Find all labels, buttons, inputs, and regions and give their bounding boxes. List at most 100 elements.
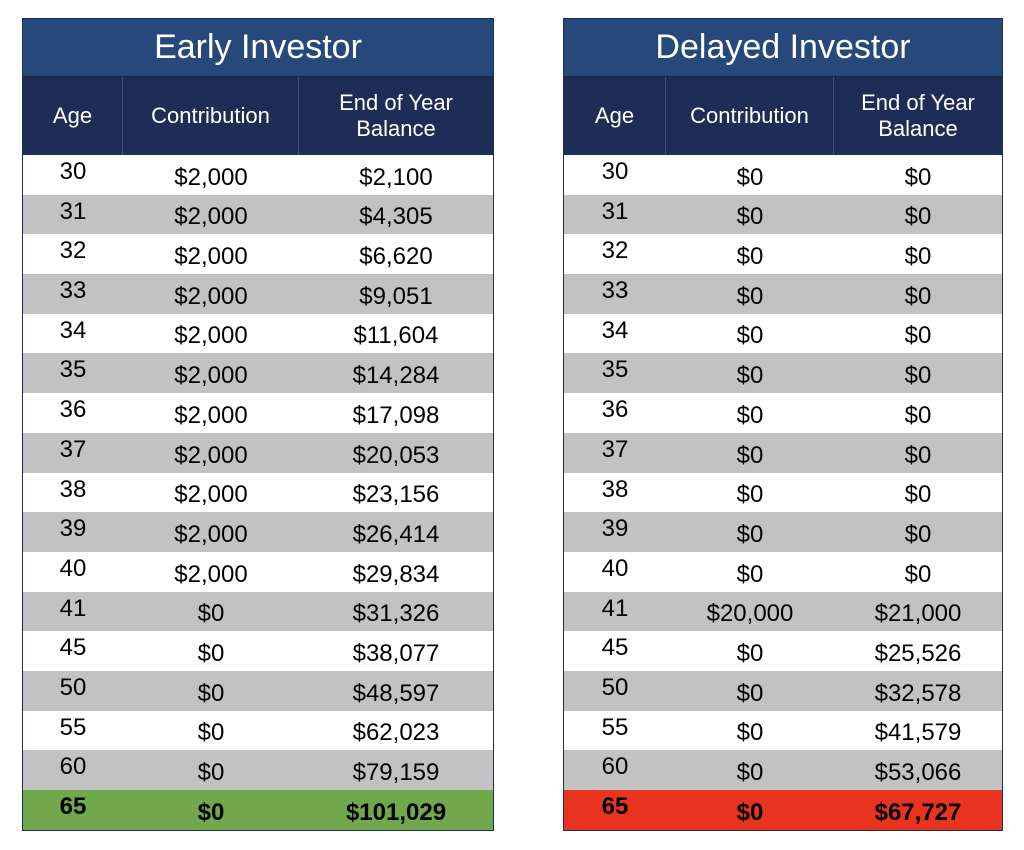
contribution-cell: $2,000 — [174, 401, 248, 429]
delayed-age-header: Age — [564, 77, 666, 155]
age-cell: 32 — [59, 237, 87, 265]
age-cell: 45 — [601, 634, 629, 662]
contribution-cell: $2,000 — [174, 243, 248, 271]
balance-cell: $0 — [904, 401, 932, 429]
contribution-cell: $0 — [736, 441, 764, 469]
table-row: 45 $0 $38,077 — [23, 631, 493, 671]
balance-cell: $0 — [904, 481, 932, 509]
age-cell: 34 — [601, 316, 629, 344]
table-row: 30 $0 $0 — [564, 155, 1002, 195]
table-row: 33 $0 $0 — [564, 274, 1002, 314]
age-cell: 33 — [59, 277, 87, 305]
age-cell: 65 — [59, 793, 87, 820]
delayed-investor-title: Delayed Investor — [564, 19, 1002, 76]
age-cell: 55 — [601, 713, 629, 741]
contribution-cell: $20,000 — [706, 600, 794, 628]
table-row: 50 $0 $48,597 — [23, 670, 493, 711]
delayed-rows: 30 $0 $0 31 $0 $0 32 $0 $0 33 $0 $0 34 $0 $0 35 $0 $0 36 $0… — [564, 155, 1002, 830]
age-cell: 35 — [601, 356, 629, 384]
table-row: 30 $2,000 $2,100 — [23, 155, 493, 195]
delayed-investor-table: Delayed Investor Age Contribution End of… — [563, 18, 1003, 831]
balance-cell: $4,305 — [359, 203, 433, 231]
contribution-cell: $0 — [736, 679, 764, 707]
balance-cell: $32,578 — [874, 679, 962, 707]
early-header-row: Age Contribution End of Year Balance — [23, 76, 493, 155]
balance-cell: $0 — [904, 362, 932, 390]
contribution-cell: $0 — [736, 719, 764, 747]
table-row: 55 $0 $62,023 — [23, 710, 493, 751]
balance-cell: $0 — [904, 520, 932, 548]
delayed-contribution-header: Contribution — [666, 77, 834, 155]
age-cell: 36 — [59, 396, 87, 424]
contribution-cell: $0 — [197, 759, 225, 786]
age-cell: 55 — [59, 713, 87, 741]
contribution-cell: $0 — [736, 362, 764, 390]
early-investor-table: Early Investor Age Contribution End of Y… — [22, 18, 494, 831]
age-cell: 65 — [601, 793, 629, 820]
balance-cell: $26,414 — [352, 520, 440, 548]
contribution-cell: $0 — [197, 600, 225, 628]
age-cell: 40 — [601, 554, 629, 582]
contribution-cell: $0 — [197, 719, 225, 747]
early-balance-header-line2: Balance — [356, 116, 436, 141]
contribution-cell: $0 — [736, 560, 764, 588]
age-cell: 41 — [601, 594, 629, 622]
delayed-final-row: 65 $0 $67,727 — [564, 790, 1002, 830]
balance-cell: $53,066 — [874, 759, 962, 786]
contribution-cell: $2,000 — [174, 322, 248, 350]
age-cell: 60 — [601, 753, 629, 781]
table-row: 38 $2,000 $23,156 — [23, 472, 493, 513]
age-cell: 36 — [601, 396, 629, 424]
balance-cell: $0 — [904, 322, 932, 350]
contribution-cell: $0 — [197, 798, 225, 826]
delayed-balance-header-line2: Balance — [878, 116, 958, 141]
balance-cell: $101,029 — [345, 798, 447, 826]
balance-cell: $79,159 — [352, 759, 440, 786]
contribution-cell: $0 — [736, 163, 764, 191]
balance-cell: $9,051 — [359, 282, 433, 310]
balance-cell: $21,000 — [874, 600, 962, 628]
balance-cell: $0 — [904, 560, 932, 588]
delayed-balance-header: End of Year Balance — [834, 77, 1002, 155]
contribution-cell: $2,000 — [174, 203, 248, 231]
contribution-cell: $0 — [736, 322, 764, 350]
balance-cell: $0 — [904, 163, 932, 191]
contribution-cell: $0 — [736, 639, 764, 667]
table-row: 34 $0 $0 — [564, 313, 1002, 354]
age-cell: 38 — [59, 475, 87, 503]
contribution-cell: $0 — [736, 282, 764, 310]
contribution-cell: $2,000 — [174, 560, 248, 588]
age-cell: 39 — [59, 515, 87, 543]
balance-cell: $29,834 — [352, 560, 440, 588]
contribution-cell: $0 — [736, 243, 764, 271]
age-cell: 50 — [601, 673, 629, 701]
table-row: 41 $0 $31,326 — [23, 591, 493, 632]
age-cell: 41 — [59, 594, 87, 622]
balance-cell: $62,023 — [352, 719, 440, 747]
table-row: 41 $20,000 $21,000 — [564, 591, 1002, 632]
contribution-cell: $0 — [736, 481, 764, 509]
age-cell: 50 — [59, 673, 87, 701]
balance-cell: $2,100 — [359, 163, 433, 191]
balance-cell: $0 — [904, 441, 932, 469]
balance-cell: $48,597 — [352, 679, 440, 707]
contribution-cell: $0 — [197, 639, 225, 667]
contribution-cell: $2,000 — [174, 481, 248, 509]
contribution-cell: $0 — [197, 679, 225, 707]
table-row: 60 $0 $53,066 — [564, 750, 1002, 790]
balance-cell: $25,526 — [874, 639, 962, 667]
table-row: 36 $2,000 $17,098 — [23, 393, 493, 433]
contribution-cell: $2,000 — [174, 282, 248, 310]
early-balance-header: End of Year Balance — [299, 77, 493, 155]
table-row: 60 $0 $79,159 — [23, 750, 493, 790]
table-row: 37 $0 $0 — [564, 432, 1002, 473]
early-rows: 30 $2,000 $2,100 31 $2,000 $4,305 32 $2,000 $6,6… — [23, 155, 493, 830]
table-row: 39 $0 $0 — [564, 512, 1002, 552]
balance-cell: $23,156 — [352, 481, 440, 509]
table-row: 36 $0 $0 — [564, 393, 1002, 433]
table-row: 40 $0 $0 — [564, 551, 1002, 592]
table-row: 35 $0 $0 — [564, 353, 1002, 394]
contribution-cell: $2,000 — [174, 362, 248, 390]
age-cell: 32 — [601, 237, 629, 265]
balance-cell: $17,098 — [352, 401, 440, 429]
